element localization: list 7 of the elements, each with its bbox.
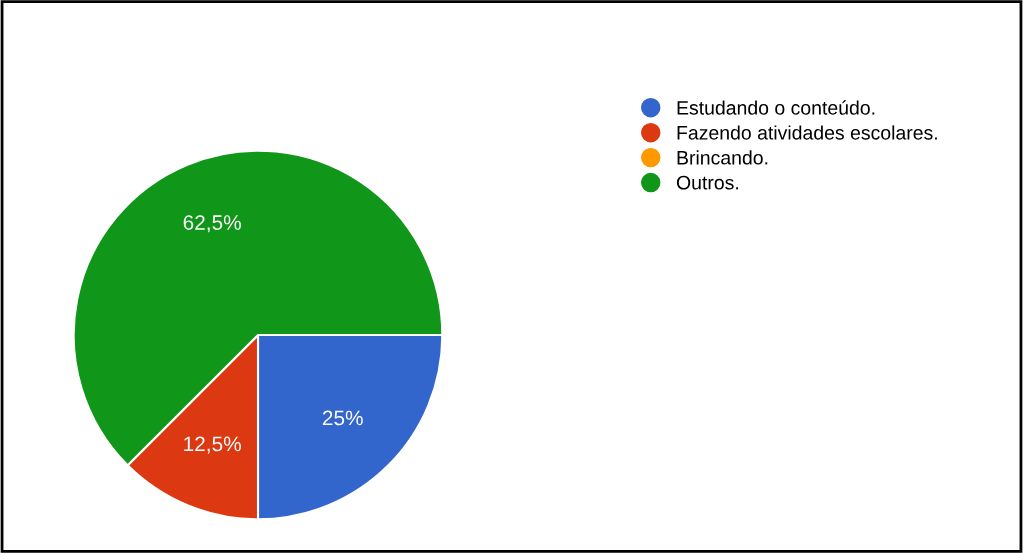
legend-label: Outros. — [676, 175, 738, 190]
legend-label: Brincando. — [677, 150, 768, 165]
data-label: 12,5% — [184, 436, 241, 454]
legend-label: Estudando o conteúdo. — [677, 100, 875, 115]
data-label: 62,5% — [183, 215, 241, 233]
legend-label: Fazendo atividades escolares. — [677, 125, 937, 140]
data-label: 25% — [322, 410, 363, 426]
